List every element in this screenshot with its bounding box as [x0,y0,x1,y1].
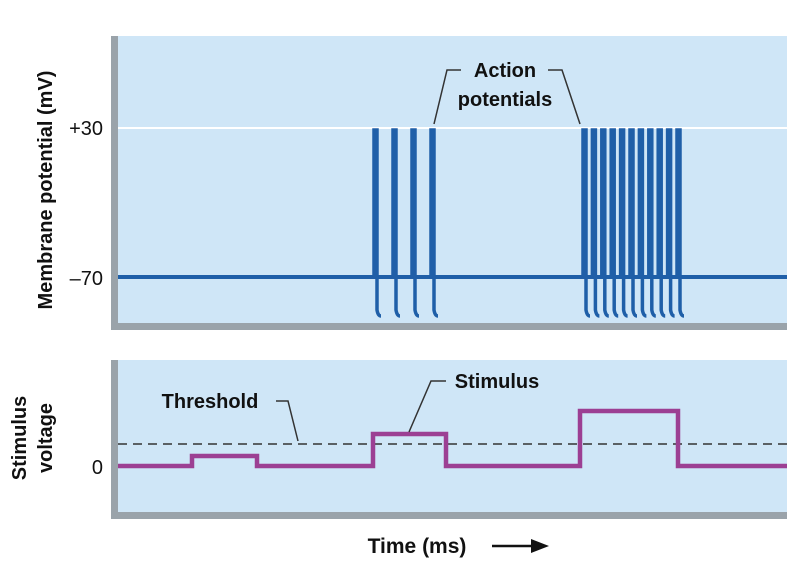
x-axis-title: Time (ms) [368,535,467,558]
action-potential-spike [581,128,591,318]
action-potential-spike [656,128,666,318]
threshold-label: Threshold [162,391,259,413]
stimulus-leader [408,380,446,433]
stimulus-label: Stimulus [455,371,539,393]
spike-burst-1 [372,128,439,318]
stimulus-y-axis-title-line1: Stimulus [9,396,31,480]
tick-minus70: –70 [70,268,103,290]
membrane-panel-background [118,36,787,323]
action-potential-spike [637,128,647,318]
action-potentials-leader-right [548,69,581,125]
action-potential-spike [628,128,638,318]
tick-zero: 0 [92,457,103,479]
action-potential-spike [410,128,420,318]
action-potential-spike [675,128,685,318]
action-potential-spike [618,128,628,318]
threshold-leader [276,400,299,442]
membrane-potential-panel [111,36,787,330]
action-potentials-label-line2: potentials [458,89,552,111]
action-potential-spike [665,128,675,318]
action-potential-spike [590,128,600,318]
action-potential-spike [609,128,619,318]
stimulus-panel-background [118,360,787,512]
action-potentials-leader-left [433,69,461,125]
action-potential-spike [429,128,439,318]
action-potentials-label-line1: Action [474,60,536,82]
time-arrow-icon [492,539,549,553]
stimulus-panel [111,360,787,519]
action-potential-spike [647,128,657,318]
stimulus-trace [118,408,787,469]
stimulus-y-axis-title-line2: voltage [35,403,57,473]
spike-burst-2 [581,128,685,318]
action-potential-spike [391,128,401,318]
action-potential-spike [372,128,382,318]
tick-plus30: +30 [69,118,103,140]
action-potential-spike [600,128,610,318]
membrane-y-axis-title: Membrane potential (mV) [35,71,57,310]
